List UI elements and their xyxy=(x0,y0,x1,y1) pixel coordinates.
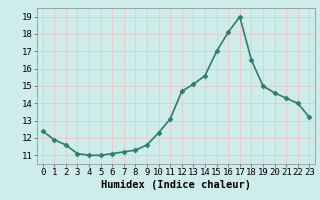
X-axis label: Humidex (Indice chaleur): Humidex (Indice chaleur) xyxy=(101,180,251,190)
